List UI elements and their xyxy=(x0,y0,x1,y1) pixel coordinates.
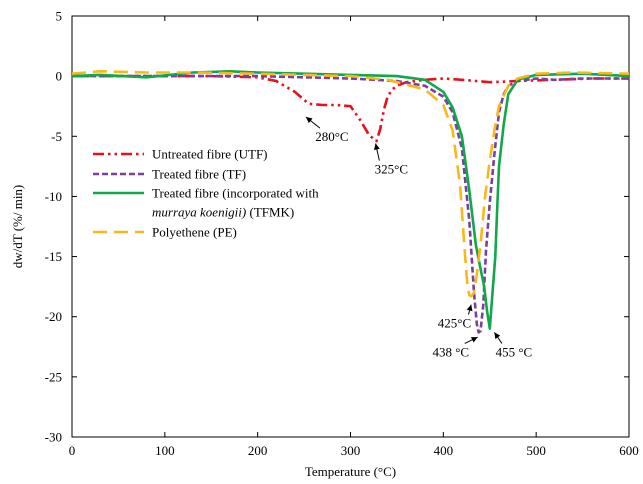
y-tick-label: 5 xyxy=(56,9,63,24)
annotation-arrowhead xyxy=(470,337,478,343)
legend-label-part: murraya koenigii) xyxy=(152,205,246,220)
y-tick-label: -15 xyxy=(45,249,62,264)
annotations: 280°C 325°C 425°C 438 °C 455 °C xyxy=(305,116,533,359)
x-tick-label: 0 xyxy=(69,443,76,458)
legend-label-part: (TFMK) xyxy=(246,205,294,220)
legend-label: Treated fibre (incorporated with murraya … xyxy=(152,186,319,220)
x-tick-label: 300 xyxy=(341,443,361,458)
y-tick-label: -5 xyxy=(51,129,62,144)
y-axis-title: dw/dT (%/ min) xyxy=(10,185,25,269)
legend: Untreated fibre (UTF) Treated fibre (TF) T… xyxy=(93,147,319,240)
annotation-label: 425°C xyxy=(438,316,471,331)
annotation-label: 438 °C xyxy=(432,344,469,359)
legend-label-part: Polyethene (PE) xyxy=(152,225,237,240)
legend-label-part: Untreated fibre (UTF) xyxy=(152,147,268,162)
legend-label: Treated fibre (TF) xyxy=(152,167,246,182)
y-tick-label: -25 xyxy=(45,369,62,384)
annotation-label: 280°C xyxy=(315,129,348,144)
series-line-2 xyxy=(71,70,630,331)
series-line-3 xyxy=(71,70,630,298)
annotation-label: 455 °C xyxy=(496,344,533,359)
series-lines xyxy=(71,70,630,334)
annotation-arrowhead xyxy=(466,304,473,312)
annotation-arrowhead xyxy=(373,143,380,151)
legend-label: Polyethene (PE) xyxy=(152,225,237,240)
y-tick-label: -30 xyxy=(45,430,62,445)
legend-label-part: Treated fibre (TF) xyxy=(152,167,246,182)
annotation-label: 325°C xyxy=(375,162,408,177)
series-line-1 xyxy=(72,74,629,334)
legend-label: Untreated fibre (UTF) xyxy=(152,147,268,162)
y-tick-label: -20 xyxy=(45,309,62,324)
annotation-arrowhead xyxy=(494,332,501,340)
y-tick-label: -10 xyxy=(45,189,62,204)
x-axis-title: Temperature (°C) xyxy=(305,464,396,479)
x-tick-label: 400 xyxy=(434,443,454,458)
x-tick-label: 200 xyxy=(248,443,268,458)
axes: 0 100 200 300 400 500 600 5 0 -5 -10 -15 -20 -25 -30 xyxy=(45,9,639,459)
x-tick-label: 600 xyxy=(619,443,639,458)
y-tick-label: 0 xyxy=(56,69,63,84)
legend-label-part: Treated fibre (incorporated with xyxy=(152,186,319,201)
x-tick-label: 500 xyxy=(526,443,546,458)
x-tick-label: 100 xyxy=(155,443,175,458)
annotation-arrowhead xyxy=(305,117,313,124)
series-line-0 xyxy=(72,74,629,143)
